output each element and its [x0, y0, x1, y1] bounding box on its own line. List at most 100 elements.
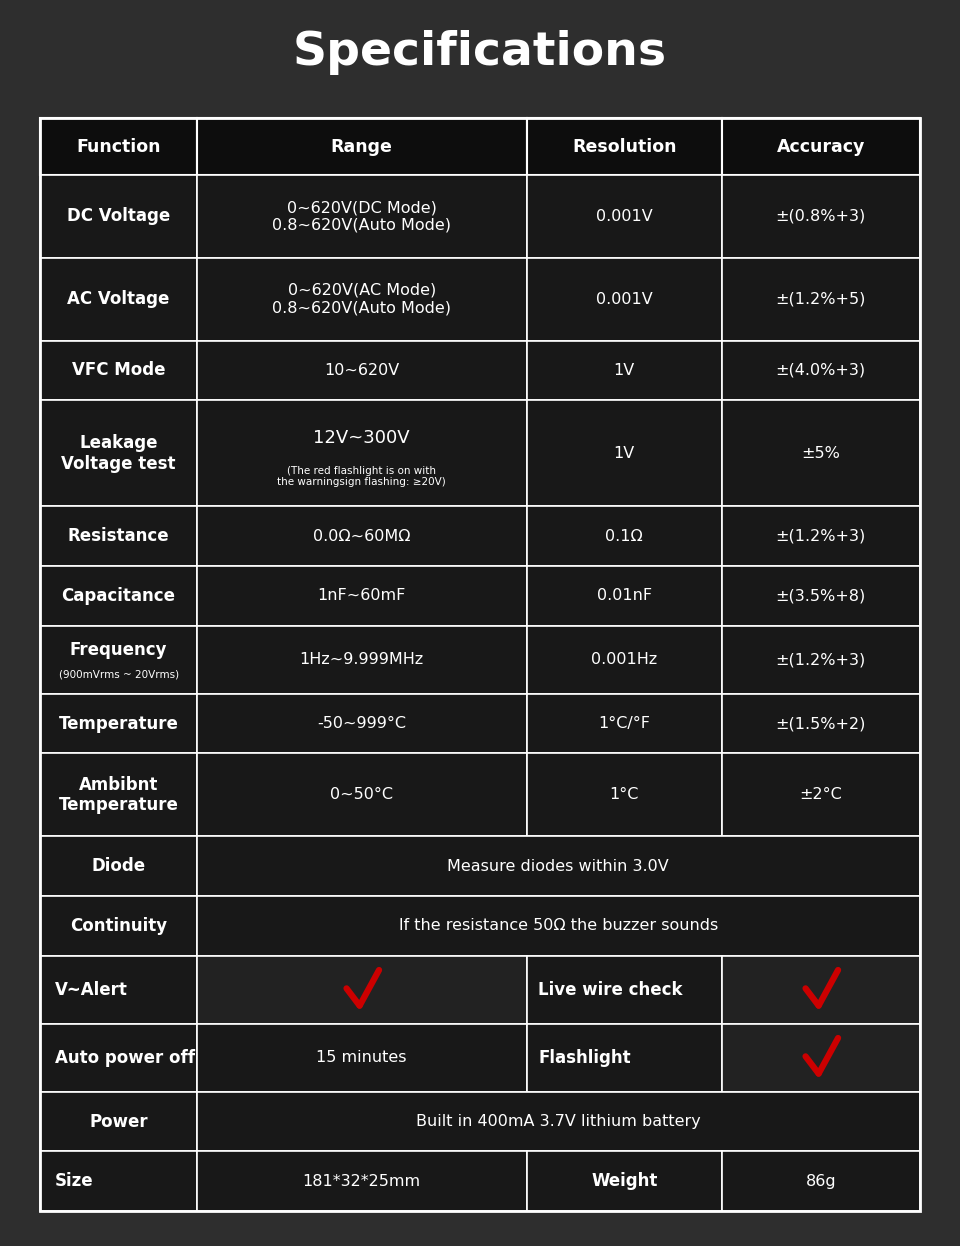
Bar: [197, 694, 527, 754]
Text: Power: Power: [89, 1113, 148, 1130]
Text: Diode: Diode: [91, 857, 146, 875]
Bar: [722, 174, 920, 258]
Text: 1°C/°F: 1°C/°F: [598, 716, 650, 731]
Text: 1°C: 1°C: [610, 787, 639, 802]
Text: Specifications: Specifications: [293, 30, 667, 75]
Bar: [197, 506, 527, 566]
Text: 0.001V: 0.001V: [596, 208, 653, 224]
Text: VFC Mode: VFC Mode: [72, 361, 165, 380]
Text: Function: Function: [77, 137, 161, 156]
Text: ±5%: ±5%: [802, 446, 840, 461]
Bar: [40, 118, 920, 1211]
Bar: [40, 1024, 197, 1091]
Bar: [197, 956, 527, 1024]
Text: 0.001Hz: 0.001Hz: [591, 652, 658, 668]
Bar: [197, 566, 527, 625]
Text: 86g: 86g: [805, 1174, 836, 1189]
Text: Weight: Weight: [591, 1172, 658, 1190]
Bar: [197, 1151, 527, 1211]
Text: Continuity: Continuity: [70, 917, 167, 934]
Bar: [527, 1151, 722, 1211]
Bar: [527, 118, 722, 174]
Text: V~Alert: V~Alert: [55, 981, 128, 999]
Text: Capacitance: Capacitance: [61, 587, 176, 604]
Bar: [722, 1151, 920, 1211]
Text: 0.0Ω~60MΩ: 0.0Ω~60MΩ: [313, 528, 411, 543]
Bar: [527, 174, 722, 258]
Text: ±(0.8%+3): ±(0.8%+3): [776, 208, 866, 224]
Bar: [527, 400, 722, 506]
Bar: [527, 258, 722, 340]
Text: Live wire check: Live wire check: [539, 981, 683, 999]
Text: AC Voltage: AC Voltage: [67, 290, 170, 308]
Text: ±(4.0%+3): ±(4.0%+3): [776, 363, 866, 378]
Bar: [197, 118, 527, 174]
Bar: [197, 625, 527, 694]
Bar: [527, 754, 722, 836]
Bar: [40, 118, 197, 174]
Text: 0~620V(DC Mode)
0.8~620V(Auto Mode): 0~620V(DC Mode) 0.8~620V(Auto Mode): [273, 201, 451, 233]
Text: 0.001V: 0.001V: [596, 292, 653, 307]
Text: 1V: 1V: [613, 446, 635, 461]
Text: Auto power off: Auto power off: [55, 1049, 195, 1067]
Bar: [722, 340, 920, 400]
Bar: [40, 836, 197, 896]
Text: Size: Size: [55, 1172, 93, 1190]
Text: ±(3.5%+8): ±(3.5%+8): [776, 588, 866, 603]
Text: Ambibnt
Temperature: Ambibnt Temperature: [59, 775, 179, 815]
Bar: [40, 340, 197, 400]
Text: Temperature: Temperature: [59, 715, 179, 733]
Bar: [40, 258, 197, 340]
Bar: [722, 258, 920, 340]
Bar: [722, 625, 920, 694]
Text: Frequency: Frequency: [70, 642, 167, 659]
Text: DC Voltage: DC Voltage: [67, 207, 170, 226]
Bar: [722, 1024, 920, 1091]
Bar: [722, 566, 920, 625]
Text: 1nF~60mF: 1nF~60mF: [318, 588, 406, 603]
Text: Built in 400mA 3.7V lithium battery: Built in 400mA 3.7V lithium battery: [416, 1114, 701, 1129]
Text: Accuracy: Accuracy: [777, 137, 865, 156]
Bar: [40, 566, 197, 625]
Text: Resistance: Resistance: [68, 527, 169, 546]
Bar: [527, 566, 722, 625]
Text: lf the resistance 50Ω the buzzer sounds: lf the resistance 50Ω the buzzer sounds: [398, 918, 718, 933]
Bar: [197, 1091, 920, 1151]
Text: Range: Range: [331, 137, 393, 156]
Text: ±2°C: ±2°C: [800, 787, 842, 802]
Text: ±(1.5%+2): ±(1.5%+2): [776, 716, 866, 731]
Bar: [40, 896, 197, 956]
Bar: [722, 118, 920, 174]
Bar: [40, 1091, 197, 1151]
Bar: [527, 956, 722, 1024]
Bar: [197, 174, 527, 258]
Bar: [40, 400, 197, 506]
Bar: [527, 1024, 722, 1091]
Bar: [40, 1151, 197, 1211]
Bar: [197, 754, 527, 836]
Bar: [527, 340, 722, 400]
Bar: [40, 625, 197, 694]
Text: Measure diodes within 3.0V: Measure diodes within 3.0V: [447, 858, 669, 873]
Text: Resolution: Resolution: [572, 137, 677, 156]
Text: ±(1.2%+3): ±(1.2%+3): [776, 652, 866, 668]
Bar: [40, 174, 197, 258]
Text: 12V~300V: 12V~300V: [313, 430, 410, 447]
Text: 0.1Ω: 0.1Ω: [606, 528, 643, 543]
Text: ±(1.2%+5): ±(1.2%+5): [776, 292, 866, 307]
Bar: [197, 1024, 527, 1091]
Bar: [197, 836, 920, 896]
Bar: [527, 625, 722, 694]
Text: 1Hz~9.999MHz: 1Hz~9.999MHz: [300, 652, 424, 668]
Bar: [40, 754, 197, 836]
Bar: [197, 258, 527, 340]
Bar: [197, 896, 920, 956]
Bar: [527, 694, 722, 754]
Text: 1V: 1V: [613, 363, 635, 378]
Text: -50~999°C: -50~999°C: [317, 716, 406, 731]
Text: (900mVrms ~ 20Vrms): (900mVrms ~ 20Vrms): [59, 669, 179, 680]
Bar: [40, 506, 197, 566]
Bar: [722, 400, 920, 506]
Text: 0~620V(AC Mode)
0.8~620V(Auto Mode): 0~620V(AC Mode) 0.8~620V(Auto Mode): [273, 283, 451, 315]
Bar: [722, 754, 920, 836]
